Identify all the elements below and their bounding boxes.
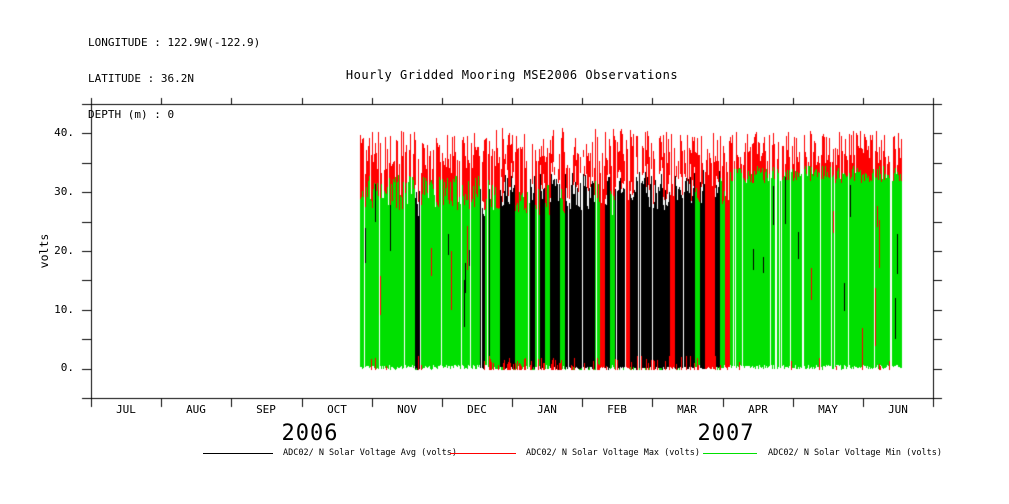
y-tick-label-0: 0. (60, 361, 74, 374)
legend-line-min (703, 453, 757, 454)
x-axis-label-mar: MAR (677, 403, 697, 416)
x-axis-label-jul: JUL (116, 403, 136, 416)
chart-title: Hourly Gridded Mooring MSE2006 Observati… (345, 68, 679, 82)
y-tick-label-40: 40. (54, 126, 74, 139)
longitude-label: LONGITUDE : 122.9W(-122.9) (88, 36, 261, 49)
x-axis-label-jan: JAN (537, 403, 557, 416)
year-label-2006: 2006 (281, 421, 339, 446)
depth-label: DEPTH (m) : 0 (88, 108, 175, 121)
x-axis-label-apr: APR (748, 403, 768, 416)
y-tick-label-20: 20. (54, 244, 74, 257)
x-axis-label-dec: DEC (467, 403, 487, 416)
x-axis-label-feb: FEB (607, 403, 627, 416)
legend-label-avg: ADC02/ N Solar Voltage Avg (volts) (283, 448, 457, 458)
x-axis-label-sep: SEP (256, 403, 276, 416)
x-axis-label-oct: OCT (327, 403, 347, 416)
year-label-2007: 2007 (697, 421, 755, 446)
latitude-label: LATITUDE : 36.2N (88, 72, 194, 85)
y-tick-label-10: 10. (54, 303, 74, 316)
y-tick-label-30: 30. (54, 185, 74, 198)
header-info: LONGITUDE : 122.9W(-122.9) LATITUDE : 36… (88, 13, 260, 145)
legend-line-max (450, 453, 516, 454)
legend-label-min: ADC02/ N Solar Voltage Min (volts) (768, 448, 942, 458)
x-axis-label-aug: AUG (186, 403, 206, 416)
x-axis-label-nov: NOV (397, 403, 417, 416)
x-axis-label-may: MAY (818, 403, 838, 416)
legend-line-avg (203, 453, 273, 454)
x-axis-label-jun: JUN (888, 403, 908, 416)
legend-label-max: ADC02/ N Solar Voltage Max (volts) (526, 448, 700, 458)
